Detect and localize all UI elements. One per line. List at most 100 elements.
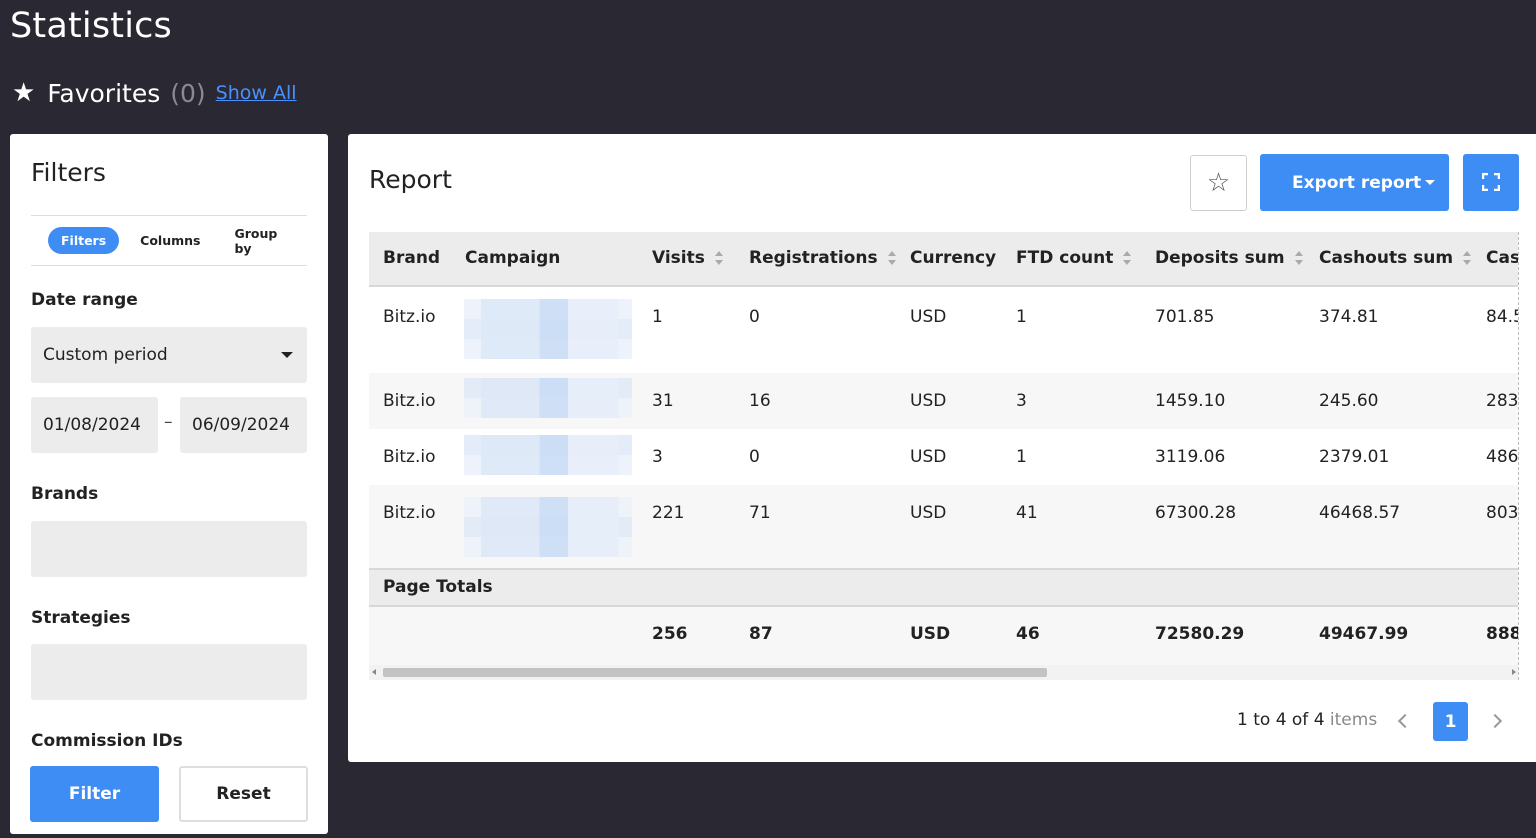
period-value: Custom period — [43, 345, 168, 365]
cell-visits: 221 — [652, 503, 685, 523]
filters-tabs: Filters Columns Group by — [31, 215, 307, 266]
campaign-redacted-image — [464, 435, 632, 475]
cell-deposits: 67300.28 — [1155, 503, 1237, 523]
show-all-link[interactable]: Show All — [215, 82, 297, 104]
campaign-redacted-image — [464, 378, 632, 418]
tab-group-by[interactable]: Group by — [234, 225, 278, 256]
export-report-button[interactable]: Export report — [1260, 154, 1449, 211]
campaign-redacted-image — [464, 299, 632, 359]
page-totals-label: Page Totals — [383, 577, 493, 597]
cell-brand: Bitz.io — [383, 391, 436, 411]
date-separator: – — [164, 412, 173, 432]
fullscreen-button[interactable] — [1463, 154, 1519, 211]
pagination-items-label: items — [1329, 710, 1378, 730]
filters-panel: Filters Filters Columns Group by Date ra… — [10, 134, 328, 834]
add-favorite-button[interactable]: ☆ — [1190, 155, 1247, 211]
cell-cashouts: 46468.57 — [1319, 503, 1401, 523]
sort-icon — [1123, 251, 1132, 265]
col-cas[interactable]: Cas — [1486, 248, 1519, 268]
col-visits[interactable]: Visits — [652, 248, 724, 268]
total-cashouts: 49467.99 — [1319, 624, 1409, 644]
cell-registrations: 16 — [749, 391, 771, 411]
filters-title: Filters — [31, 158, 106, 187]
sort-icon — [1294, 251, 1304, 265]
total-registrations: 87 — [749, 624, 773, 644]
sort-icon — [714, 251, 724, 265]
cell-registrations: 0 — [749, 447, 760, 467]
cell-cashouts: 374.81 — [1319, 307, 1379, 327]
sort-icon — [1463, 251, 1472, 265]
table-header: Brand Campaign Visits Registrations Curr… — [369, 232, 1519, 287]
pagination-range: 1 to 4 of 4 — [1237, 710, 1325, 730]
total-deposits: 72580.29 — [1155, 624, 1245, 644]
cell-ftd: 41 — [1016, 503, 1038, 523]
cell-ftd: 1 — [1016, 307, 1027, 327]
report-panel: Report ☆ Export report Brand Campaign Vi… — [348, 134, 1536, 762]
chevron-down-icon — [281, 352, 293, 358]
chevron-right-icon[interactable] — [1487, 713, 1503, 729]
cell-cas: 486 — [1486, 447, 1519, 467]
horizontal-scrollbar[interactable] — [369, 665, 1518, 680]
star-outline-icon: ☆ — [1206, 168, 1231, 198]
scrollbar-thumb[interactable] — [383, 668, 1047, 677]
scroll-right-icon[interactable] — [1512, 669, 1516, 675]
cell-brand: Bitz.io — [383, 503, 436, 523]
date-range-label: Date range — [31, 290, 138, 310]
page-totals-header: Page Totals — [369, 568, 1518, 607]
pagination-info: 1 to 4 of 4 items — [1237, 710, 1377, 730]
cell-cas: 283 — [1486, 391, 1519, 411]
table-row[interactable]: Bitz.io 31 16 USD 3 1459.10 245.60 283 — [369, 373, 1519, 429]
strategies-select[interactable] — [31, 644, 307, 700]
table-row[interactable]: Bitz.io 1 0 USD 1 701.85 374.81 84.5 — [369, 289, 1518, 373]
col-ftd-count[interactable]: FTD count — [1016, 248, 1132, 268]
col-brand[interactable]: Brand — [383, 248, 441, 268]
cell-visits: 3 — [652, 447, 663, 467]
cell-registrations: 0 — [749, 307, 760, 327]
col-currency[interactable]: Currency — [910, 248, 997, 268]
strategies-label: Strategies — [31, 608, 131, 628]
cell-cashouts: 245.60 — [1319, 391, 1379, 411]
export-label: Export report — [1292, 172, 1422, 193]
date-to-input[interactable] — [180, 397, 307, 453]
cell-deposits: 3119.06 — [1155, 447, 1226, 467]
total-ftd: 46 — [1016, 624, 1040, 644]
scroll-left-icon[interactable] — [372, 669, 376, 675]
col-campaign[interactable]: Campaign — [465, 248, 561, 268]
date-from-input[interactable] — [31, 397, 158, 453]
filter-button[interactable]: Filter — [30, 766, 159, 822]
cell-ftd: 3 — [1016, 391, 1027, 411]
page-totals-row: 256 87 USD 46 72580.29 49467.99 888 — [369, 607, 1518, 665]
cell-cas: 84.5 — [1486, 307, 1518, 327]
chevron-left-icon[interactable] — [1397, 713, 1413, 729]
col-registrations[interactable]: Registrations — [749, 248, 897, 268]
brands-select[interactable] — [31, 521, 307, 577]
cell-cashouts: 2379.01 — [1319, 447, 1390, 467]
chevron-down-icon — [1425, 180, 1435, 185]
period-select[interactable]: Custom period — [31, 327, 307, 383]
cell-visits: 1 — [652, 307, 663, 327]
total-currency: USD — [910, 624, 951, 644]
table-row[interactable]: Bitz.io 3 0 USD 1 3119.06 2379.01 486 — [369, 429, 1519, 485]
page-title: Statistics — [10, 6, 172, 46]
cell-currency: USD — [910, 307, 947, 327]
favorites-bar: ★ Favorites (0) Show All — [12, 76, 297, 110]
page-number-button[interactable]: 1 — [1433, 702, 1468, 741]
col-cashouts-sum[interactable]: Cashouts sum — [1319, 248, 1472, 268]
star-icon: ★ — [12, 78, 36, 108]
reset-button[interactable]: Reset — [179, 766, 308, 822]
cell-brand: Bitz.io — [383, 447, 436, 467]
cell-visits: 31 — [652, 391, 674, 411]
cell-deposits: 701.85 — [1155, 307, 1215, 327]
report-title: Report — [369, 165, 452, 194]
cell-currency: USD — [910, 391, 947, 411]
tab-filters[interactable]: Filters — [48, 227, 120, 254]
tab-columns[interactable]: Columns — [140, 233, 201, 248]
cell-ftd: 1 — [1016, 447, 1027, 467]
col-deposits-sum[interactable]: Deposits sum — [1155, 248, 1304, 268]
total-visits: 256 — [652, 624, 688, 644]
cell-cas: 803 — [1486, 503, 1519, 523]
fullscreen-icon — [1482, 173, 1500, 191]
favorites-count: (0) — [170, 78, 206, 108]
sort-icon — [887, 251, 897, 265]
table-row[interactable]: Bitz.io 221 71 USD 41 67300.28 46468.57 … — [369, 485, 1519, 568]
